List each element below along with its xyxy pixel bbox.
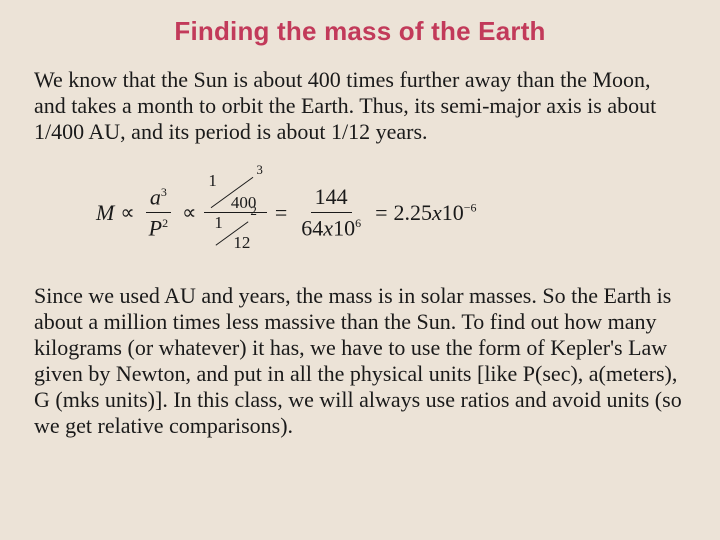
frac-144-64e6: 144 64x106 xyxy=(297,186,365,239)
result-coef: 2.25 xyxy=(393,200,432,225)
frac2-den-exp: 6 xyxy=(355,216,361,230)
sfrac-top-num: 1 xyxy=(208,171,217,191)
paragraph-1: We know that the Sun is about 400 times … xyxy=(34,67,686,145)
frac1-den-base: P xyxy=(149,216,162,241)
frac1-num-base: a xyxy=(150,184,161,209)
sfrac-top-exp: 3 xyxy=(256,162,263,178)
sfrac-1-12: 1 12 xyxy=(212,215,252,251)
frac2-num: 144 xyxy=(311,186,352,213)
slide: Finding the mass of the Earth We know th… xyxy=(0,0,720,540)
frac2-den-coef: 64 xyxy=(301,216,323,241)
proportional-symbol: ∝ xyxy=(120,200,134,225)
formula: M ∝ a3 P2 ∝ 1 400 3 1 xyxy=(96,171,686,255)
frac2-den-base: 10 xyxy=(333,216,355,241)
frac1-den-exp: 2 xyxy=(162,216,168,230)
paragraph-2: Since we used AU and years, the mass is … xyxy=(34,283,686,439)
equals-symbol-1: = xyxy=(275,200,287,226)
sfrac-bot-den: 12 xyxy=(233,233,250,253)
frac-a3-p2: a3 P2 xyxy=(145,186,172,240)
frac-slashfracs: 1 400 3 1 12 2 xyxy=(204,172,267,253)
formula-mass-symbol: M xyxy=(96,200,114,226)
result: 2.25x10−6 xyxy=(393,200,476,226)
page-title: Finding the mass of the Earth xyxy=(34,16,686,47)
result-base: 10 xyxy=(442,200,464,225)
frac2-den-x: x xyxy=(323,216,333,241)
result-exp: −6 xyxy=(464,201,477,215)
proportional-symbol-2: ∝ xyxy=(182,200,196,225)
sfrac-bot-num: 1 xyxy=(214,213,223,233)
frac1-num-exp: 3 xyxy=(161,185,167,199)
equals-symbol-2: = xyxy=(375,200,387,226)
sfrac-bot-exp: 2 xyxy=(250,203,257,219)
result-x: x xyxy=(432,200,442,225)
